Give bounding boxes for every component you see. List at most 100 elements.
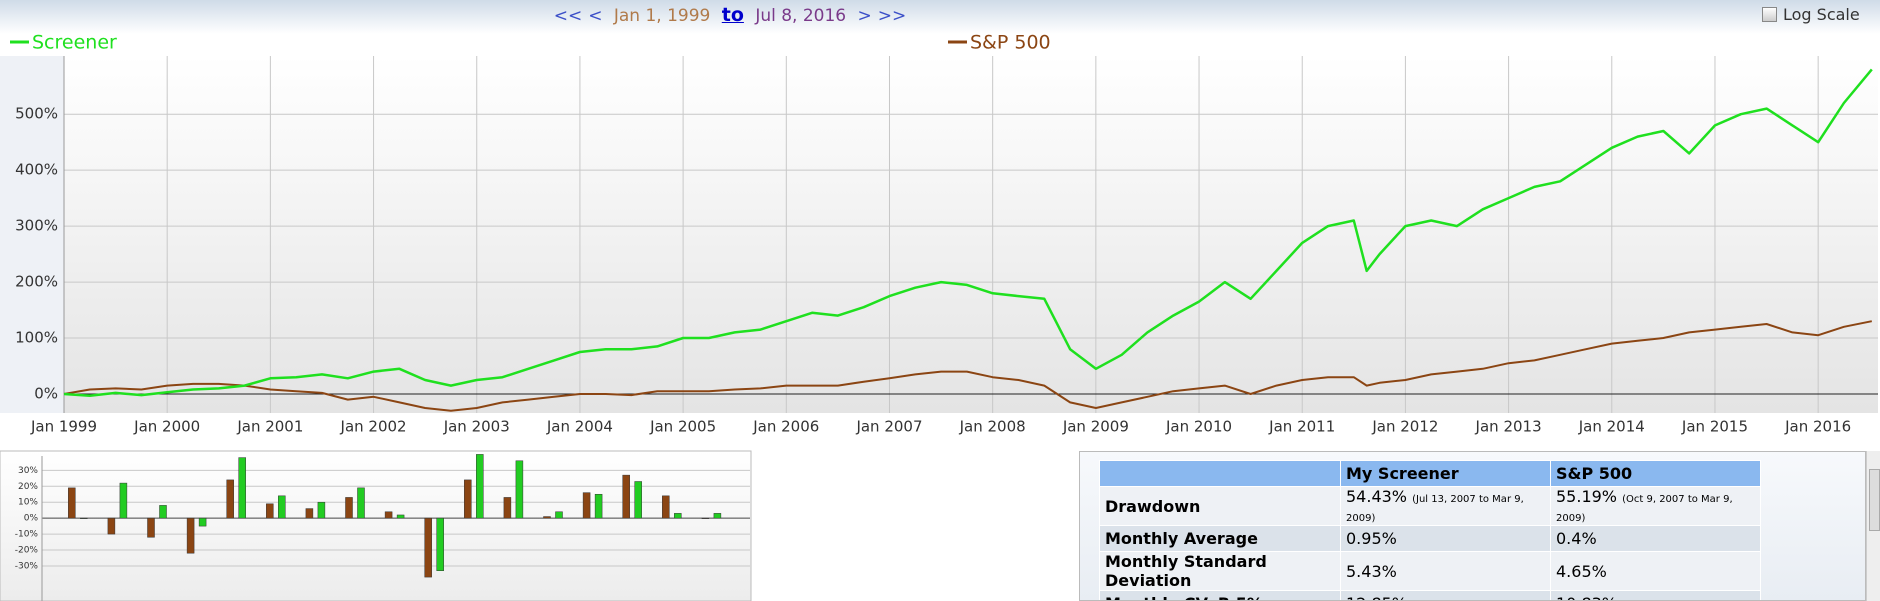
- last-button[interactable]: >>: [877, 6, 907, 26]
- table-row: Drawdown 54.43% (Jul 13, 2007 to Mar 9, 2…: [1099, 486, 1761, 526]
- y-tick-label: 200%: [15, 273, 58, 291]
- cell: 4.65%: [1550, 551, 1761, 591]
- checkbox[interactable]: [1762, 7, 1777, 22]
- header-cell: My Screener: [1340, 460, 1551, 487]
- y-tick-label: 100%: [15, 329, 58, 347]
- bar: [543, 516, 551, 519]
- bar: [198, 517, 207, 527]
- bar: [80, 517, 88, 519]
- bar: [317, 501, 326, 519]
- table-row: Monthly Standard Deviation 5.43% 4.65%: [1099, 551, 1761, 591]
- header-cell: S&P 500: [1550, 460, 1761, 487]
- bar: [396, 514, 405, 519]
- prev-button[interactable]: <: [588, 6, 603, 26]
- legend-label: S&P 500: [970, 32, 1051, 54]
- bar: [662, 495, 670, 519]
- bar: [278, 495, 286, 519]
- bar: [476, 454, 484, 519]
- bar: [266, 503, 274, 519]
- x-tick-label: Jan 2004: [546, 418, 613, 436]
- bar: [186, 517, 195, 554]
- x-tick-label: Jan 2011: [1268, 418, 1335, 436]
- bar: [159, 505, 167, 519]
- y-tick-label: -10%: [15, 530, 39, 540]
- cell-value: 54.43%: [1346, 487, 1408, 506]
- x-tick-label: Jan 2007: [855, 418, 922, 436]
- plot-area: [64, 56, 1878, 413]
- bar: [436, 517, 444, 571]
- x-tick-label: Jan 2001: [236, 418, 303, 436]
- scroll-thumb[interactable]: [1869, 469, 1880, 531]
- row-label: Monthly Standard Deviation: [1099, 551, 1341, 591]
- bar: [622, 474, 630, 519]
- bar: [226, 479, 234, 519]
- stats-panel: My Screener S&P 500 Drawdown 54.43% (Jul 13…: [1079, 451, 1866, 601]
- y-tick-label: -30%: [15, 561, 39, 571]
- bar: [503, 497, 512, 519]
- end-date[interactable]: Jul 8, 2016: [755, 6, 847, 26]
- cell: 12.85%: [1340, 590, 1551, 600]
- log-scale-toggle[interactable]: Log Scale: [1762, 5, 1860, 24]
- x-tick-label: Jan 2016: [1784, 418, 1851, 436]
- start-date[interactable]: Jan 1, 1999: [613, 6, 711, 26]
- axis-band: [0, 56, 64, 413]
- cell: 54.43% (Jul 13, 2007 to Mar 9, 2009): [1340, 486, 1551, 526]
- bar: [713, 513, 722, 519]
- scrollbar[interactable]: [1866, 451, 1880, 601]
- bar: [147, 517, 155, 538]
- row-label: Drawdown: [1099, 486, 1341, 526]
- cell: 0.95%: [1340, 525, 1551, 552]
- y-tick-label: 0%: [34, 384, 58, 402]
- y-tick-label: 10%: [18, 498, 38, 508]
- bar: [305, 508, 314, 519]
- cell-note: (Oct 9, 2007 to Mar 9, 2009): [1556, 494, 1733, 524]
- x-tick-label: Jan 2015: [1681, 418, 1748, 436]
- bar: [384, 511, 393, 519]
- series-line: [63, 320, 1872, 412]
- date-nav: << < Jan 1, 1999 to Jul 8, 2016 > >>: [0, 4, 1460, 26]
- x-tick-label: Jan 2003: [443, 418, 510, 436]
- log-scale-label: Log Scale: [1783, 5, 1860, 24]
- bar: [238, 457, 246, 519]
- y-tick-label: 30%: [18, 466, 38, 476]
- table-row: Monthly Average 0.95% 0.4%: [1099, 525, 1761, 552]
- x-tick-label: Jan 2008: [959, 418, 1026, 436]
- y-tick-label: 20%: [18, 482, 38, 492]
- row-label: Monthly Average: [1099, 525, 1341, 552]
- row-label: Monthly CVaR 5%: [1099, 590, 1341, 600]
- bar: [424, 517, 432, 578]
- y-tick-label: 0%: [24, 514, 39, 524]
- cell: 10.83%: [1550, 590, 1761, 600]
- first-button[interactable]: <<: [553, 6, 583, 26]
- y-tick-label: -20%: [15, 546, 39, 556]
- x-tick-label: Jan 2005: [649, 418, 716, 436]
- top-bar: [0, 0, 1880, 34]
- series-line: [63, 68, 1873, 397]
- to-link[interactable]: to: [721, 4, 744, 26]
- cell-value: 55.19%: [1556, 487, 1618, 506]
- bar: [357, 487, 365, 519]
- legend-label: Screener: [32, 32, 117, 54]
- stats-table: My Screener S&P 500 Drawdown 54.43% (Jul 13…: [1099, 460, 1761, 600]
- x-tick-label: Jan 2002: [340, 418, 407, 436]
- bar: [345, 497, 353, 519]
- x-tick-label: Jan 2010: [1165, 418, 1232, 436]
- x-tick-label: Jan 2012: [1371, 418, 1438, 436]
- y-tick-label: 400%: [15, 161, 58, 179]
- bar: [582, 492, 591, 519]
- x-tick-label: Jan 2013: [1475, 418, 1542, 436]
- x-tick-label: Jan 2009: [1062, 418, 1129, 436]
- y-tick-label: 300%: [15, 217, 58, 235]
- cell: 0.4%: [1550, 525, 1761, 552]
- next-button[interactable]: >: [857, 6, 872, 26]
- bar: [107, 517, 116, 535]
- x-tick-label: Jan 2000: [133, 418, 200, 436]
- x-tick-label: Jan 2014: [1578, 418, 1645, 436]
- cell: 55.19% (Oct 9, 2007 to Mar 9, 2009): [1550, 486, 1761, 526]
- y-tick-label: 500%: [15, 105, 58, 123]
- header-row: My Screener S&P 500: [1099, 460, 1761, 487]
- bar: [555, 511, 563, 519]
- x-tick-label: Jan 1999: [30, 418, 97, 436]
